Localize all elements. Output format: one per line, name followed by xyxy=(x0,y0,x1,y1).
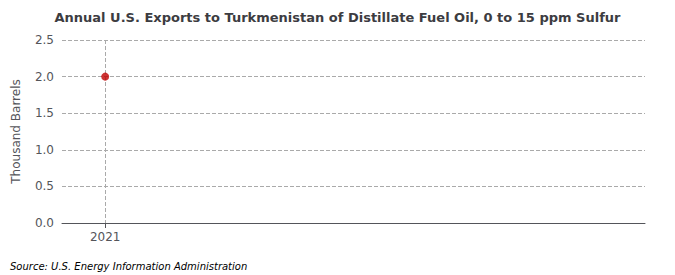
svg-text:Source: U.S. Energy Informatio: Source: U.S. Energy Information Administ… xyxy=(10,261,247,272)
svg-text:Thousand Barrels: Thousand Barrels xyxy=(9,79,23,184)
svg-text:2021: 2021 xyxy=(90,230,121,244)
svg-text:Annual U.S. Exports to Turkmen: Annual U.S. Exports to Turkmenistan of D… xyxy=(55,10,622,25)
svg-text:0.0: 0.0 xyxy=(35,216,54,230)
svg-text:2.5: 2.5 xyxy=(35,33,54,47)
svg-text:0.5: 0.5 xyxy=(35,179,54,193)
svg-text:2.0: 2.0 xyxy=(35,70,54,84)
svg-text:1.5: 1.5 xyxy=(35,106,54,120)
svg-text:1.0: 1.0 xyxy=(35,143,54,157)
